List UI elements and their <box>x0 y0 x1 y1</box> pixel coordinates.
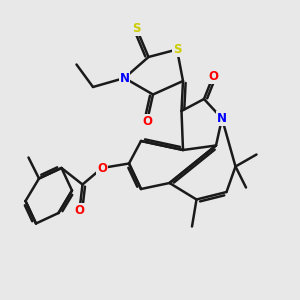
Text: N: N <box>119 71 130 85</box>
Text: O: O <box>208 70 218 83</box>
Text: O: O <box>142 115 152 128</box>
Text: O: O <box>97 161 107 175</box>
Text: S: S <box>173 43 181 56</box>
Text: N: N <box>217 112 227 125</box>
Text: S: S <box>132 22 141 35</box>
Text: O: O <box>74 203 85 217</box>
